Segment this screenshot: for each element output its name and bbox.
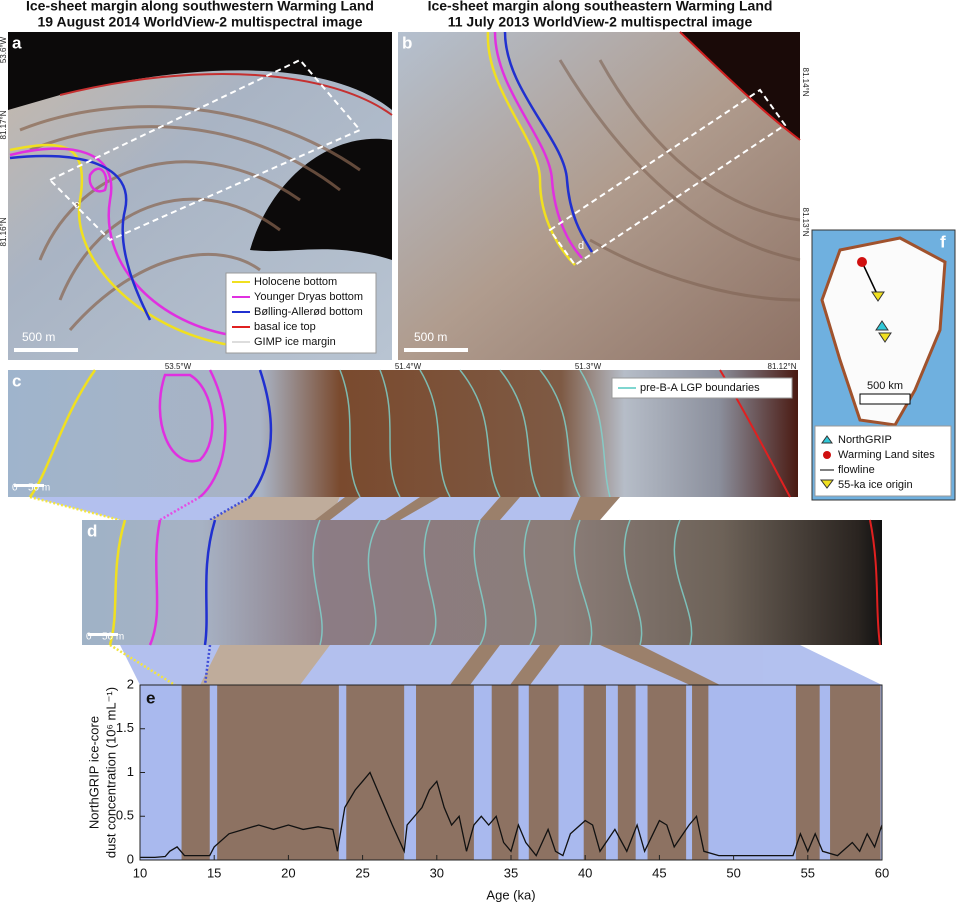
connectors bbox=[29, 495, 882, 687]
satellite-image-b bbox=[398, 31, 801, 360]
scale-bar-label: 50 m bbox=[102, 632, 124, 643]
y-tick-label: 0.5 bbox=[116, 808, 134, 823]
y-tick-label: 0 bbox=[127, 851, 134, 866]
x-tick-label: 40 bbox=[578, 865, 592, 880]
x-tick-label: 25 bbox=[355, 865, 369, 880]
scale-bar-label: 0 bbox=[86, 632, 92, 643]
stadial-band bbox=[528, 685, 559, 860]
coord-label: 51.3°W bbox=[575, 362, 602, 371]
stadial-band bbox=[830, 685, 881, 860]
stadial-band bbox=[617, 685, 636, 860]
y-tick-label: 2 bbox=[127, 676, 134, 691]
x-tick-label: 35 bbox=[504, 865, 518, 880]
panel-label: e bbox=[146, 688, 155, 707]
scale-bar-label: 0 bbox=[12, 483, 18, 494]
dust-line bbox=[140, 771, 883, 859]
legend-entry: NorthGRIP bbox=[838, 434, 892, 446]
panel-title: 11 July 2013 WorldView-2 multispectral i… bbox=[448, 14, 753, 30]
stadial-band bbox=[181, 685, 210, 860]
coord-label: 81.16°N bbox=[0, 217, 8, 246]
panel-label: a bbox=[12, 33, 22, 52]
legend-entry: flowline bbox=[838, 464, 875, 476]
legend-entry: Younger Dryas bottom bbox=[254, 291, 363, 303]
coord-label: 53.5°W bbox=[165, 362, 192, 371]
legend-entry: Warming Land sites bbox=[838, 449, 935, 461]
x-tick-label: 60 bbox=[875, 865, 889, 880]
coord-label: 81.17°N bbox=[0, 110, 8, 139]
stadial-band bbox=[491, 685, 519, 860]
y-axis-label: NorthGRIP ice-core bbox=[86, 716, 101, 829]
scale-bar-label: 500 km bbox=[867, 380, 903, 392]
coord-label: 81.14°N bbox=[801, 68, 810, 97]
legend-entry: 55-ka ice origin bbox=[838, 479, 913, 491]
x-tick-label: 10 bbox=[133, 865, 147, 880]
stadial-band bbox=[583, 685, 606, 860]
legend-entry: Bølling-Allerød bottom bbox=[254, 306, 363, 318]
legend-entry: Holocene bottom bbox=[254, 276, 337, 288]
chart: 10 15 20 25 30 35 40 45 50 55 60 0 0.5 1 1.5 2 Age (ka) N… bbox=[86, 676, 889, 902]
panel-label: b bbox=[402, 33, 412, 52]
coord-label: 81.12°N bbox=[768, 362, 797, 371]
x-tick-label: 30 bbox=[430, 865, 444, 880]
panel-label: d bbox=[87, 521, 97, 540]
inset-label: c bbox=[74, 199, 80, 211]
map-f bbox=[811, 229, 956, 501]
scale-bar-label: 50 m bbox=[28, 483, 50, 494]
x-tick-label: 45 bbox=[652, 865, 666, 880]
scale-bar-label: 500 m bbox=[414, 330, 447, 344]
coord-label: 53.6°W bbox=[0, 36, 8, 63]
y-tick-label: 1 bbox=[127, 764, 134, 779]
panel-title: 19 August 2014 WorldView-2 multispectral… bbox=[38, 14, 363, 30]
stadial-band bbox=[416, 685, 474, 860]
panel-title: Ice-sheet margin along southwestern Warm… bbox=[26, 0, 374, 14]
stadial-band bbox=[795, 685, 820, 860]
coord-label: 51.4°W bbox=[395, 362, 422, 371]
stadial-band bbox=[217, 685, 339, 860]
legend-entry: GIMP ice margin bbox=[254, 336, 336, 348]
coord-label: 81.13°N bbox=[801, 208, 810, 237]
x-axis-label: Age (ka) bbox=[486, 887, 535, 902]
y-axis-label: dust concentration (10⁶ mL⁻¹) bbox=[103, 687, 118, 858]
satellite-image-a bbox=[8, 32, 393, 360]
x-tick-label: 20 bbox=[281, 865, 295, 880]
panel-label: c bbox=[12, 371, 21, 390]
legend-a: Holocene bottom Younger Dryas bottom Bøl… bbox=[225, 272, 377, 354]
scale-bar-label: 500 m bbox=[22, 330, 55, 344]
x-tick-label: 15 bbox=[207, 865, 221, 880]
inset-label: d bbox=[578, 240, 584, 252]
y-tick-label: 1.5 bbox=[116, 720, 134, 735]
x-tick-label: 55 bbox=[801, 865, 815, 880]
panel-title: Ice-sheet margin along southeastern Warm… bbox=[428, 0, 773, 14]
x-tick-label: 50 bbox=[726, 865, 740, 880]
legend-entry: basal ice top bbox=[254, 321, 316, 333]
stadial-band bbox=[346, 685, 405, 860]
legend-entry: pre-B-A LGP boundaries bbox=[640, 382, 760, 394]
satellite-image-d bbox=[82, 519, 882, 646]
satellite-image-c bbox=[8, 369, 798, 498]
panel-label: f bbox=[940, 232, 946, 251]
